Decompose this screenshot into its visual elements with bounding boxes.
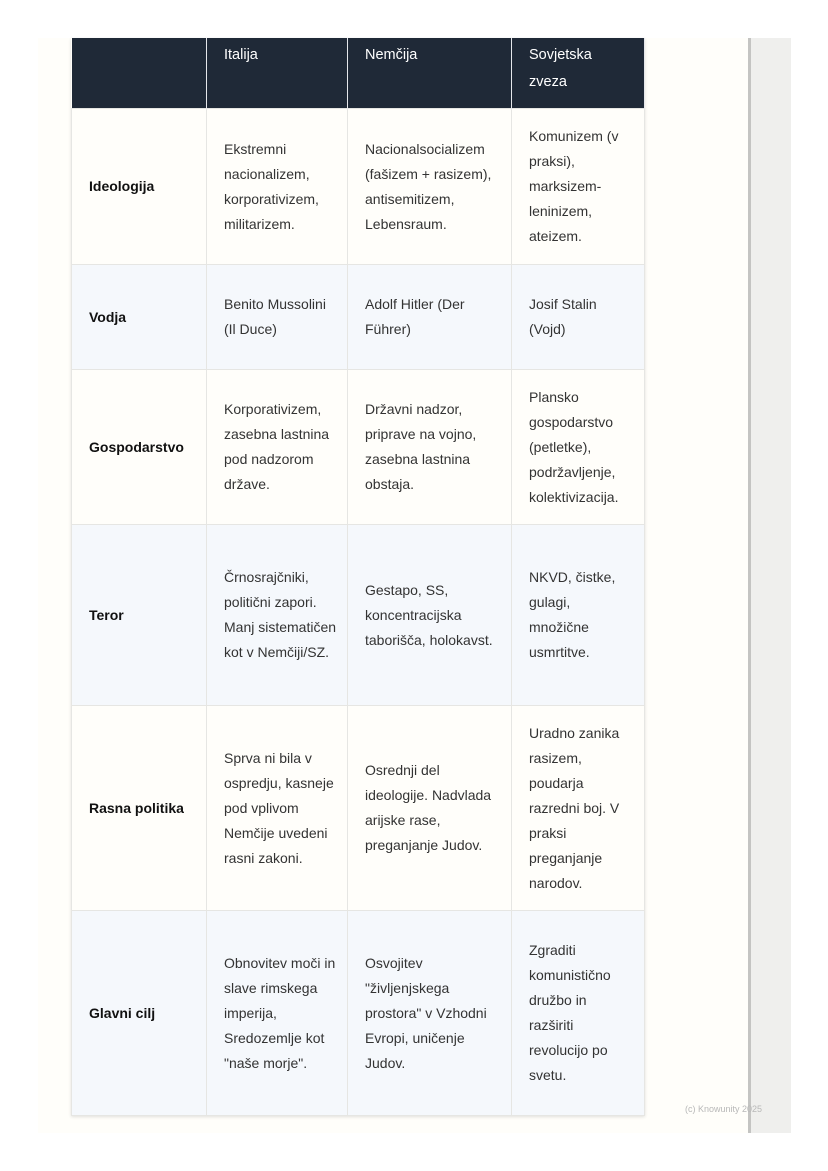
table-cell: Uradno zanika rasizem, poudarja razredni… [511,705,645,911]
table-cell: Korporativizem, zasebna lastnina pod nad… [206,369,348,525]
table-cell: Plansko gospodarstvo (petletke), podržav… [511,369,645,525]
table-row: Teror Črnosrajčniki, politični zapori. M… [71,524,645,706]
header-italija: Italija [206,38,348,109]
table-cell: NKVD, čistke, gulagi, množične usmrtitve… [511,524,645,706]
table-row: Ideologija Ekstremni nacionalizem, korpo… [71,108,645,265]
table-cell: Sprva ni bila v ospredju, kasneje pod vp… [206,705,348,911]
comparison-table: Italija Nemčija Sovjetska zveza Ideologi… [71,38,645,1116]
row-label: Gospodarstvo [71,369,207,525]
table-cell: Državni nadzor, priprave na vojno, zaseb… [347,369,512,525]
table-row: Rasna politika Sprva ni bila v ospredju,… [71,705,645,911]
table-cell: Obnovitev moči in slave rimskega imperij… [206,910,348,1116]
row-label: Glavni cilj [71,910,207,1116]
table-cell: Benito Mussolini (Il Duce) [206,264,348,370]
table-row: Vodja Benito Mussolini (Il Duce) Adolf H… [71,264,645,370]
row-label: Ideologija [71,108,207,265]
row-label: Rasna politika [71,705,207,911]
table-cell: Adolf Hitler (Der Führer) [347,264,512,370]
row-label: Teror [71,524,207,706]
row-label: Vodja [71,264,207,370]
table-cell: Nacionalsocializem (fašizem + rasizem), … [347,108,512,265]
table-cell: Gestapo, SS, koncentracijska taborišča, … [347,524,512,706]
table-cell: Komunizem (v praksi), marksizem-leninize… [511,108,645,265]
table-cell: Črnosrajčniki, politični zapori. Manj si… [206,524,348,706]
table-cell: Zgraditi komunistično družbo in razširit… [511,910,645,1116]
table-cell: Josif Stalin (Vojd) [511,264,645,370]
table-row: Gospodarstvo Korporativizem, zasebna las… [71,369,645,525]
side-panel [748,38,791,1133]
table-cell: Osrednji del ideologije. Nadvlada arijsk… [347,705,512,911]
copyright-text: (c) Knowunity 2025 [685,1104,763,1114]
table-row: Glavni cilj Obnovitev moči in slave rims… [71,910,645,1116]
table-cell: Osvojitev "življenjskega prostora" v Vzh… [347,910,512,1116]
header-row: Italija Nemčija Sovjetska zveza [71,38,645,109]
header-sovjetska-zveza: Sovjetska zveza [511,38,645,109]
header-empty [71,38,207,109]
header-nemcija: Nemčija [347,38,512,109]
table-cell: Ekstremni nacionalizem, korporativizem, … [206,108,348,265]
